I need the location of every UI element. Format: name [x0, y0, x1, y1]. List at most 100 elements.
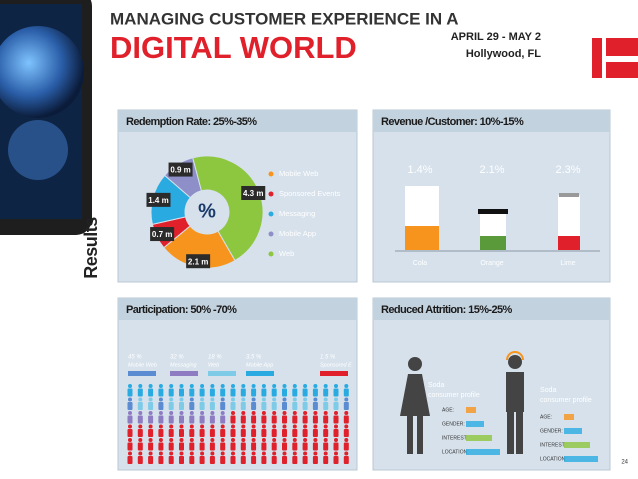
- person-head: [169, 438, 174, 442]
- person-body: [323, 442, 329, 451]
- logo: [592, 38, 638, 78]
- group-pct: 32 %: [170, 355, 184, 361]
- person-body: [137, 429, 143, 437]
- person-head: [169, 424, 174, 429]
- profile-field-bar: [466, 435, 492, 441]
- person-body: [302, 402, 308, 410]
- group-swatch: [170, 371, 198, 376]
- person-body: [251, 388, 257, 397]
- person-body: [209, 429, 215, 437]
- person-body: [343, 402, 349, 410]
- person-head: [158, 438, 163, 442]
- person-head: [251, 397, 256, 402]
- donut-segment: [163, 225, 236, 269]
- person-body: [148, 415, 154, 424]
- person-body: [261, 442, 267, 451]
- person-body: [158, 456, 164, 464]
- person-body: [323, 402, 329, 410]
- person-body: [333, 442, 339, 451]
- person-body: [189, 456, 195, 464]
- segment-label-box: [186, 254, 211, 269]
- person-head: [323, 424, 328, 429]
- person-body: [261, 429, 267, 437]
- person-body: [292, 429, 298, 437]
- person-head: [169, 411, 174, 415]
- person-body: [189, 388, 195, 397]
- revenue-item: Lime: [560, 260, 575, 267]
- legend-swatch: [268, 171, 274, 177]
- person-head: [210, 438, 215, 442]
- globe-reflection: [8, 120, 68, 180]
- person-body: [158, 388, 164, 397]
- person-head: [241, 438, 246, 442]
- person-head: [303, 411, 308, 415]
- event-date: APRIL 29 - MAY 2: [451, 31, 541, 43]
- person-body: [209, 388, 215, 397]
- person-body: [179, 442, 184, 451]
- person-body: [137, 456, 143, 464]
- legend-swatch: [268, 231, 274, 237]
- person-body: [230, 442, 236, 451]
- person-head: [292, 424, 297, 429]
- person-body: [292, 415, 298, 424]
- person-body: [168, 402, 174, 410]
- person-body: [333, 456, 339, 464]
- segment-label-box: [168, 162, 193, 177]
- person-body: [220, 429, 226, 437]
- person-body: [230, 402, 236, 410]
- profile-caption: consumer profile: [428, 392, 480, 399]
- person-body: [251, 456, 257, 464]
- person-head: [231, 397, 235, 402]
- person-head: [138, 384, 143, 388]
- person-body: [127, 402, 133, 410]
- person-body: [220, 388, 226, 397]
- person-head: [138, 397, 143, 402]
- person-body: [302, 415, 308, 424]
- legend-label: Mobile App: [279, 229, 316, 238]
- person-body: [179, 456, 184, 464]
- person-head: [148, 397, 153, 402]
- figure-man: [506, 351, 524, 454]
- person-body: [220, 456, 226, 464]
- segment-label: 2.1 m: [188, 257, 208, 266]
- person-body: [261, 388, 267, 397]
- person-body: [271, 429, 277, 437]
- person-body: [189, 442, 195, 451]
- person-body: [343, 456, 349, 464]
- person-body: [127, 429, 133, 437]
- person-head: [148, 411, 153, 415]
- person-head: [158, 411, 163, 415]
- person-head: [128, 411, 132, 415]
- person-body: [189, 429, 195, 437]
- person-head: [241, 424, 246, 429]
- person-body: [158, 415, 164, 424]
- person-body: [148, 429, 154, 437]
- person-head: [158, 451, 163, 456]
- person-head: [148, 451, 153, 456]
- person-head: [220, 397, 225, 402]
- profile-field-bar: [564, 456, 598, 462]
- person-head: [303, 397, 308, 402]
- person-body: [199, 442, 205, 451]
- person-body: [240, 456, 246, 464]
- person-head: [344, 384, 349, 388]
- person-head: [313, 384, 318, 388]
- person-body: [199, 402, 205, 410]
- person-body: [261, 456, 267, 464]
- person-body: [302, 388, 308, 397]
- segment-label: 4.3 m: [243, 189, 263, 198]
- person-body: [179, 429, 184, 437]
- person-body: [292, 456, 298, 464]
- person-body: [333, 415, 339, 424]
- person-head: [313, 424, 318, 429]
- person-body: [148, 388, 154, 397]
- person-body: [209, 456, 215, 464]
- person-body: [127, 456, 133, 464]
- globe: [0, 26, 84, 118]
- person-body: [168, 415, 174, 424]
- person-head: [189, 451, 194, 456]
- person-head: [138, 438, 143, 442]
- person-head: [292, 438, 297, 442]
- person-body: [230, 429, 236, 437]
- person-body: [261, 402, 267, 410]
